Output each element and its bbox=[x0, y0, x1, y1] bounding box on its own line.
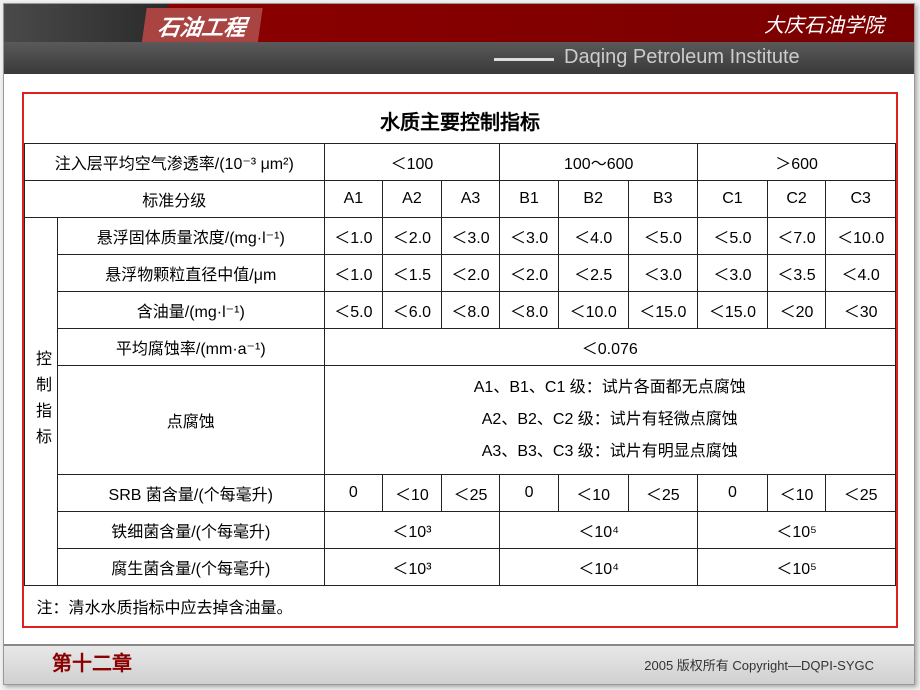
cell: ＜5.0 bbox=[698, 218, 768, 255]
row-label: 含油量/(mg·l⁻¹) bbox=[58, 292, 325, 329]
cell: ＜10 bbox=[767, 475, 826, 512]
cell: ＜1.0 bbox=[324, 255, 383, 292]
cell: ＜15.0 bbox=[698, 292, 768, 329]
footer-bar: 第十二章 2005 版权所有 Copyright—DQPI-SYGC bbox=[4, 644, 914, 684]
sapro-row: 腐生菌含量/(个每毫升) ＜10³ ＜10⁴ ＜10⁵ bbox=[25, 549, 896, 586]
pc-line-2: A3、B3、C3 级：试片有明显点腐蚀 bbox=[329, 436, 891, 468]
cell: ＜1.0 bbox=[324, 218, 383, 255]
cell: ＜4.0 bbox=[826, 255, 896, 292]
corrosion-rate-row: 平均腐蚀率/(mm·a⁻¹) ＜0.076 bbox=[25, 329, 896, 366]
banner-title: 石油工程 bbox=[141, 8, 262, 46]
cell: ＜5.0 bbox=[628, 218, 698, 255]
grade-cell: B1 bbox=[500, 181, 559, 218]
cell: ＜10.0 bbox=[826, 218, 896, 255]
cell: ＜2.0 bbox=[441, 255, 500, 292]
cell: ＜10⁴ bbox=[500, 549, 698, 586]
cell: ＜10³ bbox=[324, 512, 500, 549]
row-label: 腐生菌含量/(个每毫升) bbox=[58, 549, 325, 586]
data-row-0: 控制指标 悬浮固体质量浓度/(mg·l⁻¹) ＜1.0 ＜2.0 ＜3.0 ＜3… bbox=[25, 218, 896, 255]
cell: ＜3.0 bbox=[698, 255, 768, 292]
cell: ＜4.0 bbox=[558, 218, 628, 255]
grade-cell: B2 bbox=[558, 181, 628, 218]
row-label: 悬浮物颗粒直径中值/μm bbox=[58, 255, 325, 292]
cell: ＜6.0 bbox=[383, 292, 442, 329]
row-label: 平均腐蚀率/(mm·a⁻¹) bbox=[58, 329, 325, 366]
cell: ＜2.5 bbox=[558, 255, 628, 292]
vertical-label: 控制指标 bbox=[25, 218, 58, 586]
divider-line bbox=[494, 58, 554, 61]
cell: ＜1.5 bbox=[383, 255, 442, 292]
corrosion-rate-value: ＜0.076 bbox=[324, 329, 895, 366]
copyright-text: 2005 版权所有 Copyright—DQPI-SYGC bbox=[644, 655, 874, 674]
grade-cell: A1 bbox=[324, 181, 383, 218]
row-label: 铁细菌含量/(个每毫升) bbox=[58, 512, 325, 549]
cell: ＜25 bbox=[628, 475, 698, 512]
perm-label: 注入层平均空气渗透率/(10⁻³ μm²) bbox=[25, 144, 325, 181]
table-title: 水质主要控制指标 bbox=[25, 98, 896, 144]
perm-row: 注入层平均空气渗透率/(10⁻³ μm²) ＜100 100～600 ＞600 bbox=[25, 144, 896, 181]
grade-cell: B3 bbox=[628, 181, 698, 218]
point-corrosion-text: A1、B1、C1 级：试片各面都无点腐蚀 A2、B2、C2 级：试片有轻微点腐蚀… bbox=[324, 366, 895, 475]
cell: ＜3.5 bbox=[767, 255, 826, 292]
cell: ＜3.0 bbox=[441, 218, 500, 255]
pc-line-1: A2、B2、C2 级：试片有轻微点腐蚀 bbox=[329, 404, 891, 436]
cell: 0 bbox=[324, 475, 383, 512]
cell: ＜2.0 bbox=[383, 218, 442, 255]
grade-cell: C2 bbox=[767, 181, 826, 218]
cell: 0 bbox=[698, 475, 768, 512]
sub-bar: Daqing Petroleum Institute bbox=[4, 42, 914, 74]
cell: ＜8.0 bbox=[500, 292, 559, 329]
data-row-2: 含油量/(mg·l⁻¹) ＜5.0 ＜6.0 ＜8.0 ＜8.0 ＜10.0 ＜… bbox=[25, 292, 896, 329]
water-quality-table: 水质主要控制指标 注入层平均空气渗透率/(10⁻³ μm²) ＜100 100～… bbox=[24, 98, 896, 626]
data-row-1: 悬浮物颗粒直径中值/μm ＜1.0 ＜1.5 ＜2.0 ＜2.0 ＜2.5 ＜3… bbox=[25, 255, 896, 292]
note-row: 注：清水水质指标中应去掉含油量。 bbox=[25, 586, 896, 627]
cell: ＜30 bbox=[826, 292, 896, 329]
cell: ＜20 bbox=[767, 292, 826, 329]
slide: 石油工程 大庆石油学院 Daqing Petroleum Institute 水… bbox=[3, 3, 915, 685]
cell: ＜25 bbox=[826, 475, 896, 512]
cell: ＜3.0 bbox=[500, 218, 559, 255]
perm-range-2: ＞600 bbox=[698, 144, 896, 181]
cell: ＜2.0 bbox=[500, 255, 559, 292]
university-en: Daqing Petroleum Institute bbox=[564, 46, 800, 69]
cell: ＜15.0 bbox=[628, 292, 698, 329]
cell: ＜10 bbox=[383, 475, 442, 512]
table-note: 注：清水水质指标中应去掉含油量。 bbox=[25, 586, 896, 627]
cell: ＜7.0 bbox=[767, 218, 826, 255]
srb-row: SRB 菌含量/(个每毫升) 0 ＜10 ＜25 0 ＜10 ＜25 0 ＜10… bbox=[25, 475, 896, 512]
grade-cell: C1 bbox=[698, 181, 768, 218]
perm-range-0: ＜100 bbox=[324, 144, 500, 181]
cell: ＜10 bbox=[558, 475, 628, 512]
iron-row: 铁细菌含量/(个每毫升) ＜10³ ＜10⁴ ＜10⁵ bbox=[25, 512, 896, 549]
university-cn: 大庆石油学院 bbox=[764, 9, 884, 38]
cell: ＜10⁵ bbox=[698, 549, 896, 586]
top-bar: 石油工程 大庆石油学院 bbox=[4, 4, 914, 42]
row-label: SRB 菌含量/(个每毫升) bbox=[58, 475, 325, 512]
row-label: 悬浮固体质量浓度/(mg·l⁻¹) bbox=[58, 218, 325, 255]
table-frame: 水质主要控制指标 注入层平均空气渗透率/(10⁻³ μm²) ＜100 100～… bbox=[22, 92, 898, 628]
grade-label: 标准分级 bbox=[25, 181, 325, 218]
cell: ＜10⁴ bbox=[500, 512, 698, 549]
cell: 0 bbox=[500, 475, 559, 512]
cell: ＜3.0 bbox=[628, 255, 698, 292]
grade-cell: A2 bbox=[383, 181, 442, 218]
cell: ＜10.0 bbox=[558, 292, 628, 329]
chapter-label: 第十二章 bbox=[52, 647, 132, 676]
point-corrosion-row: 点腐蚀 A1、B1、C1 级：试片各面都无点腐蚀 A2、B2、C2 级：试片有轻… bbox=[25, 366, 896, 475]
grade-cell: C3 bbox=[826, 181, 896, 218]
perm-range-1: 100～600 bbox=[500, 144, 698, 181]
grade-cell: A3 bbox=[441, 181, 500, 218]
row-label: 点腐蚀 bbox=[58, 366, 325, 475]
cell: ＜5.0 bbox=[324, 292, 383, 329]
grade-row: 标准分级 A1 A2 A3 B1 B2 B3 C1 C2 C3 bbox=[25, 181, 896, 218]
cell: ＜25 bbox=[441, 475, 500, 512]
cell: ＜10³ bbox=[324, 549, 500, 586]
pc-line-0: A1、B1、C1 级：试片各面都无点腐蚀 bbox=[329, 372, 891, 404]
cell: ＜10⁵ bbox=[698, 512, 896, 549]
cell: ＜8.0 bbox=[441, 292, 500, 329]
